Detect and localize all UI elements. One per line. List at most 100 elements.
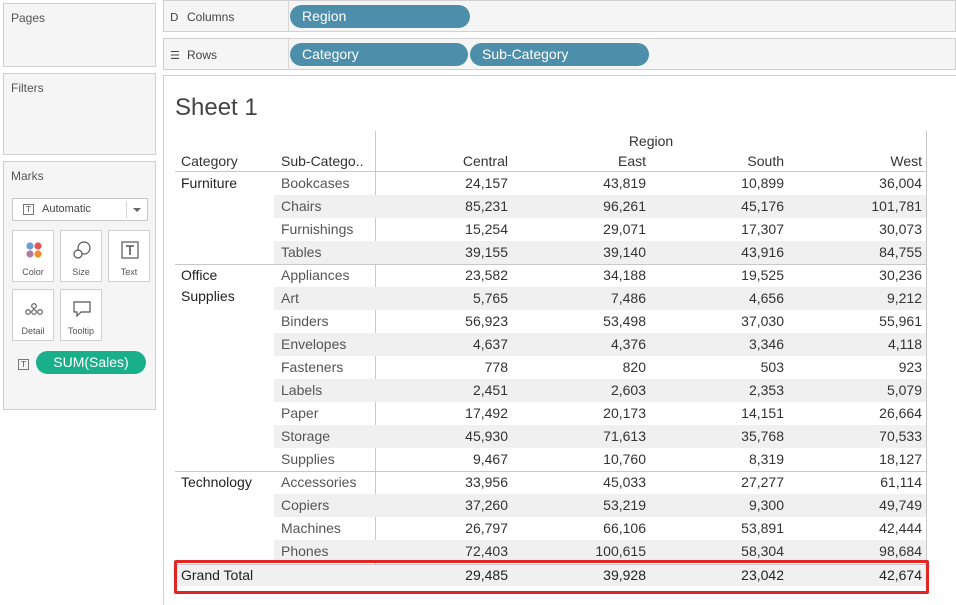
cell-central: 56,923 [465, 313, 508, 329]
cell-south: 19,525 [741, 267, 784, 283]
table-row[interactable]: Storage 45,930 71,613 35,768 70,533 [274, 425, 926, 448]
region-south-header[interactable]: South [747, 153, 784, 169]
columns-label-text: Columns [187, 10, 235, 24]
cell-west: 26,664 [879, 405, 922, 421]
table-row[interactable]: Phones 72,403 100,615 58,304 98,684 [274, 540, 926, 563]
table-row[interactable]: Chairs 85,231 96,261 45,176 101,781 [274, 195, 926, 218]
table-row[interactable]: Fasteners 778 820 503 923 [274, 356, 926, 379]
cell-south: 37,030 [741, 313, 784, 329]
sub-category-label: Copiers [281, 497, 330, 513]
table-row[interactable]: Art 5,765 7,486 4,656 9,212 [274, 287, 926, 310]
cell-east: 53,498 [603, 313, 646, 329]
region-pill[interactable]: Region [290, 5, 470, 28]
table-row[interactable]: Furnishings 15,254 29,071 17,307 30,073 [274, 218, 926, 241]
sub-category-label: Accessories [281, 474, 357, 490]
sub-category-label: Supplies [281, 451, 335, 467]
text-button[interactable]: Text [108, 230, 150, 282]
size-icon [73, 241, 91, 259]
cell-central: 5,765 [472, 290, 508, 306]
cell-east: 34,188 [603, 267, 646, 283]
cell-central: 37,260 [465, 497, 508, 513]
size-button[interactable]: Size [60, 230, 102, 282]
region-west-header[interactable]: West [890, 153, 922, 169]
table-row[interactable]: Bookcases 24,157 43,819 10,899 36,004 [274, 172, 926, 195]
text-icon [121, 241, 139, 259]
table-row[interactable]: Machines 26,797 66,106 53,891 42,444 [274, 517, 926, 540]
tooltip-label: Tooltip [67, 326, 94, 336]
cell-south: 58,304 [741, 543, 784, 559]
grand-total-west: 42,674 [879, 567, 922, 583]
grand-total-row[interactable]: Grand Total 29,485 39,928 23,042 42,674 [175, 564, 927, 586]
cell-east: 7,486 [610, 290, 646, 306]
category-column-header[interactable]: Category [181, 153, 238, 169]
tooltip-icon [73, 301, 91, 318]
marks-title: Marks [11, 169, 44, 183]
text-mark-icon: T [23, 204, 34, 215]
cell-south: 27,277 [741, 474, 784, 490]
cell-central: 9,467 [472, 451, 508, 467]
table-row[interactable]: Envelopes 4,637 4,376 3,346 4,118 [274, 333, 926, 356]
cell-central: 26,797 [465, 520, 508, 536]
cell-central: 4,637 [472, 336, 508, 352]
columns-shelf[interactable]: Ⅾ Columns Region [163, 0, 956, 32]
table-row[interactable]: Binders 56,923 53,498 37,030 55,961 [274, 310, 926, 333]
sub-category-label: Storage [281, 428, 331, 444]
category-separator [175, 264, 927, 265]
sub-category-label: Chairs [281, 198, 322, 214]
table-row[interactable]: Paper 17,492 20,173 14,151 26,664 [274, 402, 926, 425]
pages-card[interactable]: Pages [3, 3, 156, 67]
mark-type-dropdown[interactable]: T Automatic [12, 198, 148, 221]
sum-sales-pill[interactable]: SUM(Sales) [36, 351, 146, 374]
region-header[interactable]: Region [628, 133, 674, 149]
sub-category-label: Art [281, 290, 299, 306]
cell-west: 70,533 [879, 428, 922, 444]
cell-south: 45,176 [741, 198, 784, 214]
chevron-down-icon[interactable] [133, 208, 141, 212]
tooltip-button[interactable]: Tooltip [60, 289, 102, 341]
table-row[interactable]: Supplies 9,467 10,760 8,319 18,127 [274, 448, 926, 471]
columns-icon: Ⅾ [170, 11, 179, 24]
color-button[interactable]: Color [12, 230, 54, 282]
cell-west: 9,212 [886, 290, 922, 306]
table-row[interactable]: Tables 39,155 39,140 43,916 84,755 [274, 241, 926, 264]
cell-west: 101,781 [871, 198, 922, 214]
sub-category-label: Labels [281, 382, 323, 398]
cell-south: 3,346 [748, 336, 784, 352]
table-row[interactable]: Copiers 37,260 53,219 9,300 49,749 [274, 494, 926, 517]
category-separator [175, 471, 927, 472]
detail-button[interactable]: Detail [12, 289, 54, 341]
filters-card[interactable]: Filters [3, 73, 156, 155]
rows-icon: ☰ [170, 49, 180, 62]
sheet-title: Sheet 1 [175, 94, 258, 121]
cell-east: 4,376 [610, 336, 646, 352]
cell-south: 14,151 [741, 405, 784, 421]
grand-total-central: 29,485 [465, 567, 508, 583]
table-row[interactable]: Appliances 23,582 34,188 19,525 30,236 [274, 264, 926, 287]
category-label[interactable]: Furniture [181, 173, 237, 194]
category-label[interactable]: Office Supplies [181, 265, 235, 307]
rows-label-text: Rows [187, 48, 218, 62]
cell-west: 42,444 [879, 520, 922, 536]
sheet-view: Sheet 1 Region Category Sub-Catego.. Cen… [163, 75, 956, 605]
region-east-header[interactable]: East [617, 153, 646, 169]
columns-shelf-label: Ⅾ Columns [170, 10, 234, 24]
sub-category-column-header[interactable]: Sub-Catego.. [281, 153, 364, 169]
cell-central: 23,582 [465, 267, 508, 283]
cell-east: 10,760 [603, 451, 646, 467]
region-central-header[interactable]: Central [462, 153, 508, 169]
sub-category-label: Machines [281, 520, 341, 536]
cell-west: 5,079 [886, 382, 922, 398]
category-label[interactable]: Technology [181, 472, 252, 493]
cell-east: 53,219 [603, 497, 646, 513]
dropdown-divider [126, 201, 127, 218]
cell-south: 43,916 [741, 244, 784, 260]
table-row[interactable]: Labels 2,451 2,603 2,353 5,079 [274, 379, 926, 402]
rows-shelf-label: ☰ Rows [170, 48, 217, 62]
table-row[interactable]: Accessories 33,956 45,033 27,277 61,114 [274, 471, 926, 494]
cell-west: 30,073 [879, 221, 922, 237]
cell-west: 18,127 [879, 451, 922, 467]
category-pill[interactable]: Category [290, 43, 468, 66]
sub-category-pill[interactable]: Sub-Category [470, 43, 649, 66]
rows-shelf[interactable]: ☰ Rows Category Sub-Category [163, 38, 956, 70]
cell-east: 820 [622, 359, 646, 375]
